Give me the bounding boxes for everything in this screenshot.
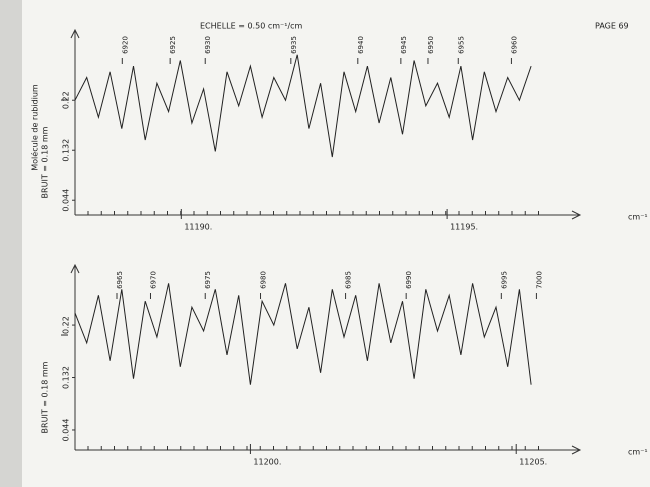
x-tick-label: 11205. <box>519 458 547 467</box>
noise-label: BRUIT = 0.18 mm <box>41 126 50 198</box>
x-tick-label: 11195. <box>450 223 478 232</box>
x-axis-unit: cm⁻¹ <box>628 213 648 222</box>
line-label: 6925 <box>169 36 177 54</box>
y-tick-label: 0.22 <box>62 316 71 334</box>
line-label: 6945 <box>400 36 408 54</box>
y-axis <box>70 28 80 215</box>
y-tick-label: 0.132 <box>62 366 71 389</box>
scale-label: ECHELLE = 0.50 cm⁻¹/cm <box>200 22 303 31</box>
page-number: PAGE 69 <box>595 22 629 31</box>
line-label: 6995 <box>500 271 508 289</box>
line-label: 6930 <box>204 36 212 54</box>
line-label: 6940 <box>357 36 365 54</box>
y-axis-label: I <box>60 99 71 102</box>
x-axis <box>75 445 582 455</box>
x-tick-label: 11200. <box>253 458 281 467</box>
line-label: 6955 <box>457 36 465 54</box>
line-label: 6950 <box>427 36 435 54</box>
x-axis <box>75 210 582 220</box>
sheet <box>22 0 650 487</box>
x-tick-label: 11190. <box>184 223 212 232</box>
noise-label: BRUIT = 0.18 mm <box>41 361 50 433</box>
x-axis-unit: cm⁻¹ <box>628 448 648 457</box>
line-label: 6975 <box>204 271 212 289</box>
line-label: 6965 <box>116 271 124 289</box>
spectrum-trace <box>74 54 532 158</box>
line-label: 6985 <box>345 271 353 289</box>
y-tick-label: 0.132 <box>62 139 71 162</box>
line-label: 6980 <box>260 271 268 289</box>
y-tick-label: 0.22 <box>62 91 71 109</box>
molecule-label: Molécule de rubidium <box>30 84 40 171</box>
line-label: 6960 <box>510 36 518 54</box>
y-tick-label: 0.044 <box>62 419 71 442</box>
line-label: 7000 <box>535 271 543 289</box>
line-label: 6970 <box>149 271 157 289</box>
line-label: 6935 <box>290 36 298 54</box>
y-axis-label: I <box>60 334 71 337</box>
y-axis <box>70 263 80 450</box>
line-label: 6990 <box>405 271 413 289</box>
spectrum-trace <box>74 283 532 385</box>
line-label: 6920 <box>121 36 129 54</box>
y-tick-label: 0.044 <box>62 189 71 212</box>
